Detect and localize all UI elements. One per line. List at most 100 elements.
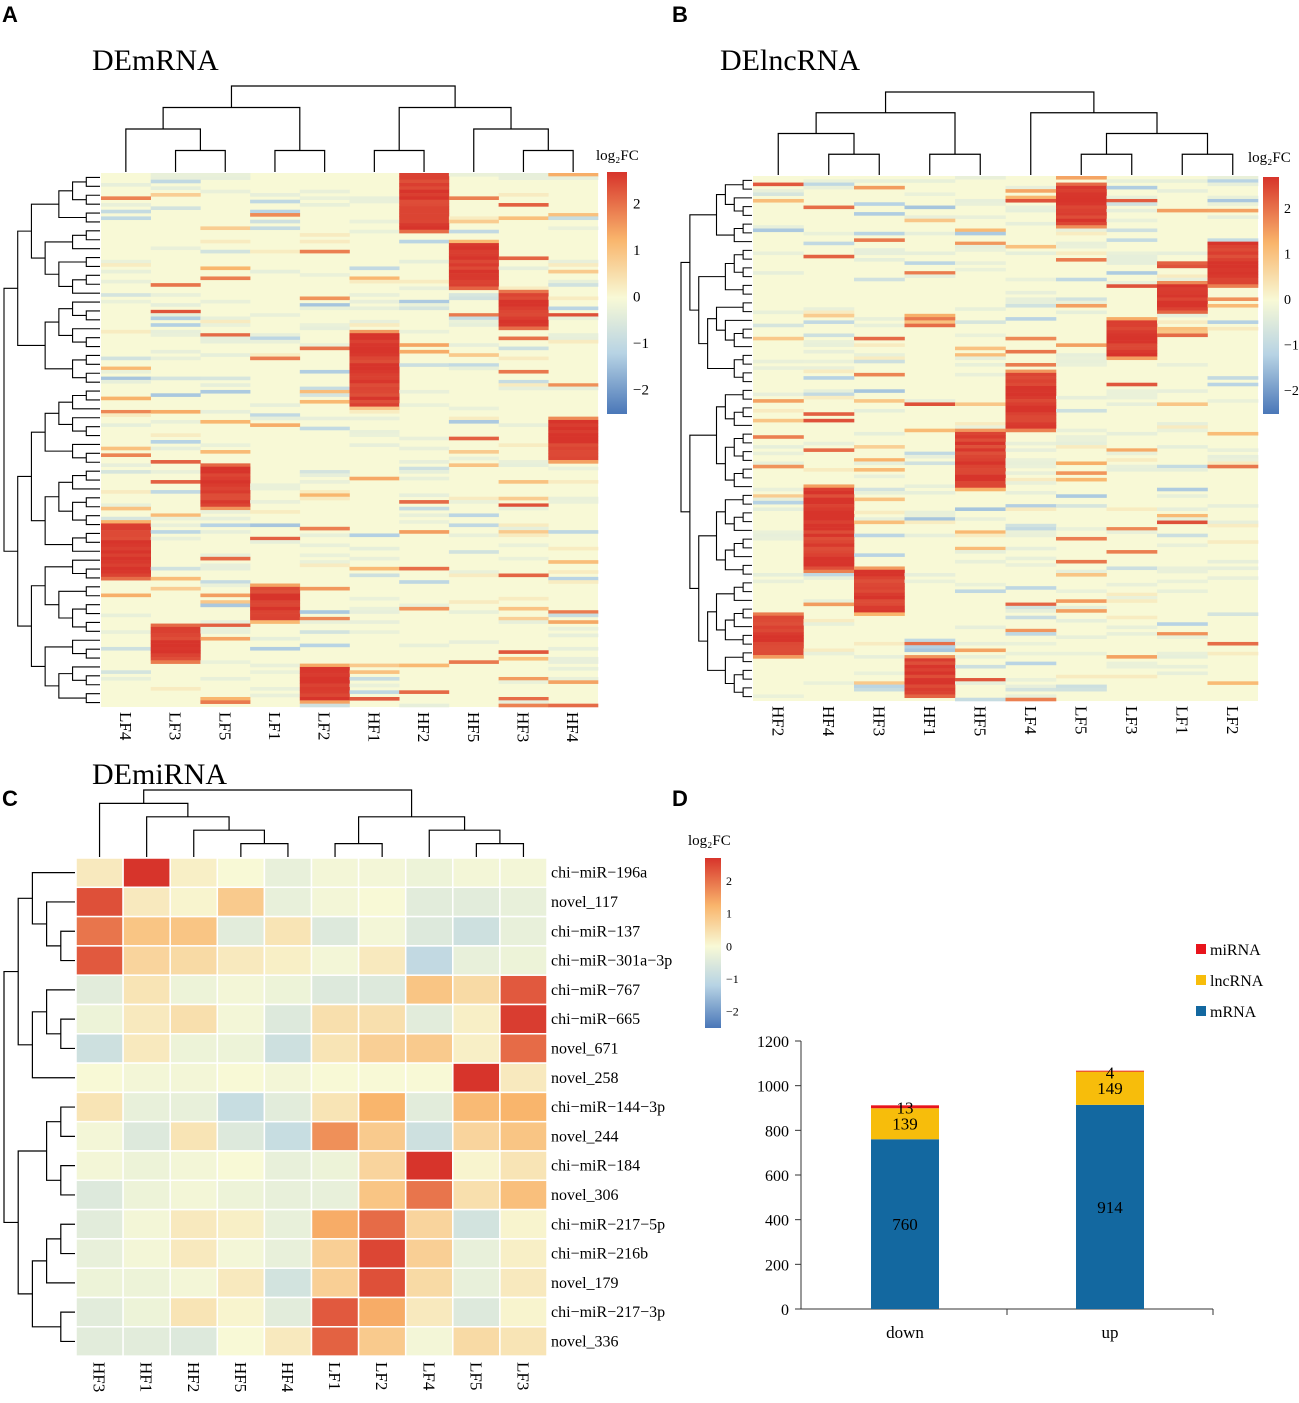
panel-a-cell [349, 376, 400, 381]
panel-b-cell [1106, 599, 1158, 603]
panel-c-cell [357, 1179, 407, 1211]
panel-b-cell [904, 261, 956, 265]
panel-c-row-label: novel_336 [551, 1333, 619, 1350]
panel-b-cell [904, 691, 956, 695]
panel-a-cell [349, 596, 400, 601]
panel-a-cell [299, 426, 350, 431]
panel-d-legend-label: lncRNA [1210, 973, 1264, 990]
panel-b-cell [803, 313, 855, 318]
panel-b-cell [1005, 661, 1057, 666]
panel-a-cell [250, 663, 301, 668]
panel-a-cell [448, 500, 499, 504]
panel-a-cell [498, 533, 549, 538]
panel-c-cell [404, 1091, 454, 1123]
panel-b-cell [854, 258, 905, 262]
panel-a-dendro-link [17, 230, 46, 346]
panel-b-cell [1157, 208, 1208, 213]
panel-b-cell [1106, 320, 1158, 324]
panel-a-cell [250, 670, 301, 674]
panel-b-cell [1056, 363, 1107, 367]
panel-a-cell [101, 423, 151, 427]
panel-a-cell [250, 613, 301, 618]
panel-b-cell [1207, 641, 1259, 646]
panel-a-cell [548, 259, 599, 264]
panel-a-dendro-link [72, 359, 87, 379]
panel-a-cell [548, 703, 599, 708]
panel-b-cell [1157, 671, 1208, 676]
panel-b-cell [904, 192, 956, 196]
panel-b-cell [1056, 359, 1107, 364]
panel-c-column-label: HF2 [184, 1362, 203, 1392]
panel-b-cell [1157, 261, 1208, 265]
panel-a-legend-tick: −1 [633, 336, 649, 352]
panel-a-cell [399, 663, 450, 668]
panel-a-cell [448, 273, 499, 277]
panel-a-column-dendrogram [125, 85, 574, 172]
panel-b-dendro-link [828, 153, 880, 175]
panel-c-cell [263, 1179, 313, 1211]
panel-a-cell [448, 296, 499, 301]
panel-a-cell [399, 506, 450, 511]
panel-b-column-label: LF1 [1172, 706, 1191, 734]
panel-b-cell [904, 579, 956, 584]
panel-b-cell [1157, 425, 1208, 429]
panel-b-cell [1005, 395, 1057, 400]
panel-b-cell [1056, 559, 1107, 564]
panel-b-cell [1106, 202, 1158, 206]
panel-c-cell [357, 1267, 407, 1299]
panel-b-cell [1005, 408, 1057, 413]
panel-a-cell [349, 406, 400, 411]
panel-c-cell [499, 886, 548, 918]
panel-a-cell [101, 676, 151, 681]
panel-b-cell [1005, 530, 1057, 534]
panel-b-cell [1056, 185, 1107, 190]
panel-b-cell [854, 238, 905, 242]
panel-a-cell [399, 329, 450, 334]
panel-c-cell [122, 1150, 171, 1182]
panel-a-cell [399, 213, 450, 217]
panel-a-dendro-link [85, 452, 100, 463]
panel-a-cell [448, 363, 499, 367]
panel-a-cell [150, 313, 201, 317]
panel-a-cell [299, 680, 350, 684]
panel-a-cell [150, 246, 201, 251]
panel-b-cell [1157, 464, 1208, 469]
panel-a-cell [448, 286, 499, 291]
panel-a-cell [448, 323, 499, 327]
panel-b-cell [803, 343, 855, 347]
panel-a-cell [349, 403, 400, 407]
panel-c-dendro-link [60, 1311, 75, 1343]
panel-c-cell [263, 857, 313, 889]
panel-c-letter: C [2, 786, 18, 811]
panel-b-cell [1106, 179, 1158, 183]
panel-a-cell [150, 630, 201, 634]
panel-b-cell [1207, 326, 1259, 331]
panel-b-cell [1106, 333, 1158, 338]
panel-c-cell [75, 915, 124, 947]
panel-b-cell [1106, 615, 1158, 620]
panel-a-column-label: HF5 [464, 712, 483, 742]
panel-b-cell [904, 274, 956, 279]
panel-b-cell [803, 254, 855, 259]
panel-c-cell [404, 1062, 454, 1094]
panel-c-cell [216, 1033, 266, 1064]
panel-c-cell [452, 1267, 501, 1299]
panel-d-legend-label: mRNA [1210, 1004, 1257, 1021]
panel-a-cell [299, 493, 350, 498]
panel-b-cell [1207, 179, 1259, 183]
panel-b-cell [1106, 582, 1158, 587]
panel-a-cell [349, 670, 400, 674]
panel-a-cell [101, 563, 151, 568]
panel-b-cell [1207, 241, 1259, 246]
panel-c-cell [263, 974, 313, 1006]
panel-c-row-label: novel_306 [551, 1187, 619, 1204]
panel-c-cell [169, 915, 219, 947]
panel-a-dendro-link [85, 515, 100, 526]
panel-b-cell [1005, 221, 1057, 226]
panel-c-cell [122, 915, 171, 947]
panel-b-cell [1106, 664, 1158, 669]
panel-c-cell [75, 1150, 124, 1182]
panel-b-cell [753, 635, 804, 639]
panel-a-cell [150, 433, 201, 437]
panel-b-cell [1106, 566, 1158, 571]
